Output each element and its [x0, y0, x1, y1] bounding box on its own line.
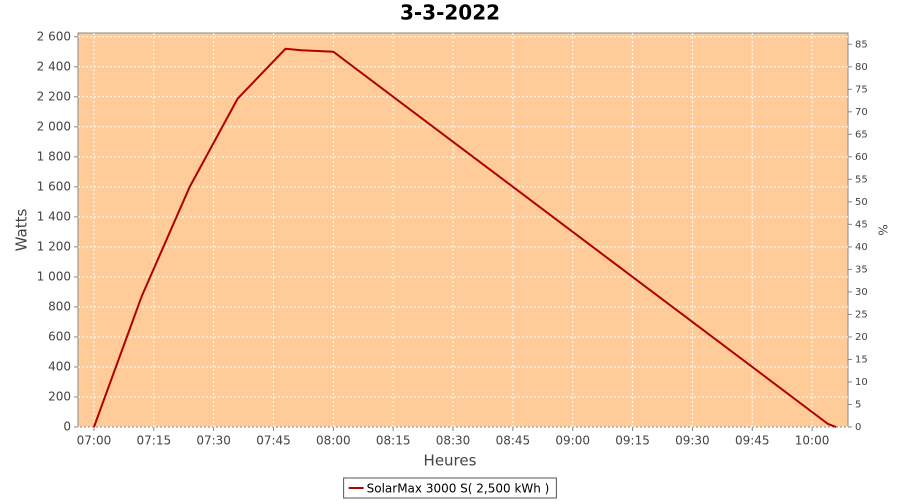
y-tick-label: 1 800 [37, 149, 71, 163]
y-tick-label: 1 000 [37, 269, 71, 283]
x-tick-label: 09:30 [675, 434, 710, 448]
y2-tick-label: 10 [855, 377, 868, 388]
y2-axis-label: % [876, 224, 890, 235]
legend-box [343, 477, 557, 499]
y-tick-label: 600 [48, 329, 71, 343]
x-tick-label: 08:00 [316, 434, 351, 448]
chart-title: 3-3-2022 [400, 1, 500, 25]
y-axis-label: Watts [13, 209, 31, 252]
y2-tick-label: 50 [855, 197, 868, 208]
y2-tick-label: 30 [855, 287, 868, 298]
legend-label: SolarMax 3000 S( 2,500 kWh ) [367, 482, 550, 496]
y2-tick-label: 35 [855, 264, 868, 275]
x-tick-label: 07:00 [77, 434, 112, 448]
x-tick-label: 07:15 [137, 434, 172, 448]
x-tick-label: 09:15 [615, 434, 650, 448]
y-tick-label: 1 400 [37, 209, 71, 223]
y-tick-label: 0 [63, 420, 71, 434]
y-tick-label: 200 [48, 389, 71, 403]
plot-area [77, 32, 849, 428]
y2-tick-label: 60 [855, 152, 868, 163]
y-tick-label: 1 200 [37, 239, 71, 253]
y2-tick-label: 55 [855, 174, 868, 185]
y2-tick-label: 20 [855, 332, 868, 343]
y2-tick-label: 65 [855, 129, 868, 140]
y2-tick-label: 85 [855, 39, 868, 50]
x-tick-label: 09:45 [735, 434, 770, 448]
y2-tick-label: 40 [855, 242, 868, 253]
y2-tick-label: 5 [855, 399, 861, 410]
x-tick-label: 08:30 [436, 434, 471, 448]
y2-tick-label: 25 [855, 309, 868, 320]
y-tick-label: 2 400 [37, 59, 71, 73]
x-tick-label: 08:15 [376, 434, 411, 448]
y-tick-label: 2 000 [37, 119, 71, 133]
y-tick-label: 400 [48, 359, 71, 373]
y-tick-label: 2 600 [37, 29, 71, 43]
y2-tick-label: 45 [855, 219, 868, 230]
x-tick-label: 10:00 [795, 434, 830, 448]
y-tick-label: 800 [48, 299, 71, 313]
legend: SolarMax 3000 S( 2,500 kWh ) [343, 477, 557, 499]
y2-tick-label: 0 [855, 422, 861, 433]
y-tick-label: 1 600 [37, 179, 71, 193]
x-tick-label: 08:45 [496, 434, 531, 448]
data-line [93, 47, 837, 428]
x-tick-label: 07:30 [196, 434, 231, 448]
y-tick-label: 2 200 [37, 89, 71, 103]
x-tick-label: 09:00 [555, 434, 590, 448]
y2-tick-label: 75 [855, 84, 868, 95]
x-axis-label: Heures [424, 452, 477, 470]
y2-tick-label: 70 [855, 107, 868, 118]
x-tick-label: 07:45 [256, 434, 291, 448]
y2-tick-label: 15 [855, 354, 868, 365]
y2-tick-label: 80 [855, 62, 868, 73]
